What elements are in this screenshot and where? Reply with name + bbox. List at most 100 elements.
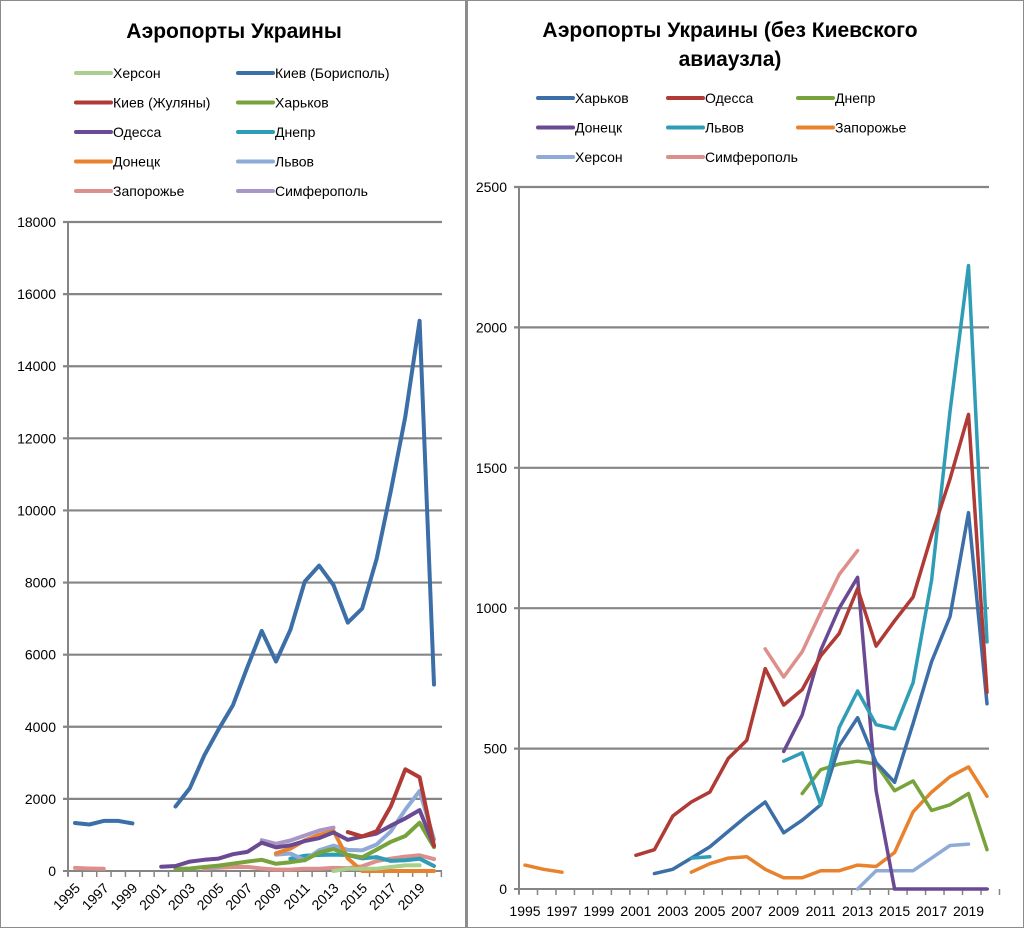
y-tick-label: 0 — [48, 863, 56, 879]
gridlines — [63, 220, 442, 876]
legend-item-киев-борисполь: Киев (Борисполь) — [236, 65, 390, 81]
legend-label: Запорожье — [835, 120, 907, 136]
series-киев-борисполь — [73, 318, 436, 827]
series-запорожье — [523, 765, 989, 880]
legend-label: Симферополь — [275, 183, 368, 199]
x-axis: 1995 1997 1999 2001 2003 2005 2007 2009 2011 2013… — [509, 889, 1001, 919]
series-line — [345, 767, 436, 848]
series-симферополь — [259, 825, 336, 846]
series-line — [173, 820, 436, 871]
legend-label: Херсон — [575, 149, 623, 165]
series-line — [259, 825, 336, 846]
x-tick-label: 2003 — [657, 903, 688, 919]
x-tick-label: 2017 — [366, 880, 399, 913]
chart-all-airports: Аэропорты Украины Херсон Киев (Борисполь)… — [17, 20, 443, 913]
series-line — [763, 548, 860, 679]
y-tick-label: 2000 — [25, 791, 56, 807]
series-line — [202, 853, 436, 872]
legend-item-одесса: Одесса — [74, 124, 162, 140]
x-tick-label: 2011 — [806, 903, 836, 919]
y-tick-label: 0 — [499, 881, 507, 897]
x-tick-label: 2007 — [222, 880, 255, 913]
y-tick-label: 10000 — [17, 502, 56, 518]
y-tick-label: 2000 — [476, 319, 507, 335]
legend-item-запорожье: Запорожье — [796, 120, 907, 136]
x-tick-label: 2003 — [165, 880, 198, 913]
x-tick-label: 2015 — [337, 880, 370, 913]
y-tick-label: 500 — [484, 741, 508, 757]
legend-label: Харьков — [575, 90, 629, 106]
x-tick-label: 2011 — [280, 880, 313, 913]
series-group — [523, 263, 989, 891]
legend-label: Днепр — [835, 90, 876, 106]
series-киев-жуляны — [345, 767, 436, 848]
y-tick-label: 16000 — [17, 286, 56, 302]
y-tick-label: 2500 — [476, 179, 507, 195]
x-tick-label: 2009 — [251, 880, 284, 913]
series-харьков — [652, 510, 989, 876]
series-line — [159, 808, 436, 869]
chart-title-line-2: авиаузла) — [679, 48, 782, 71]
x-tick-label: 2009 — [768, 903, 799, 919]
series-харьков — [173, 820, 436, 871]
series-львов — [689, 263, 989, 860]
x-tick-label: 2001 — [620, 903, 651, 919]
legend-label: Одесса — [113, 124, 162, 140]
x-tick-label: 2007 — [731, 903, 762, 919]
series-одесса — [634, 412, 989, 858]
legend-label: Киев (Борисполь) — [275, 65, 390, 81]
legend: Харьков Одесса Днепр Донецк Львов Запорожье Хе… — [536, 90, 907, 165]
legend-label: Донецк — [575, 120, 623, 136]
legend-item-днепр: Днепр — [796, 90, 876, 106]
series-line — [523, 863, 564, 874]
legend-label: Одесса — [705, 90, 754, 106]
legend-label: Херсон — [113, 65, 161, 81]
legend-item-запорожье: Запорожье — [74, 183, 185, 199]
legend-label: Симферополь — [705, 149, 798, 165]
y-tick-label: 8000 — [25, 575, 56, 591]
x-tick-label: 2001 — [136, 880, 169, 913]
legend-item-харьков: Харьков — [236, 95, 329, 111]
legend-item-харьков: Харьков — [536, 90, 629, 106]
legend-label: Львов — [705, 120, 744, 136]
x-tick-label: 2017 — [916, 903, 947, 919]
series-line — [689, 854, 712, 860]
chart-regional-airports: Аэропорты Украины (без Киевского авиаузл… — [476, 19, 1001, 919]
chart-panel-regional-airports: Аэропорты Украины (без Киевского авиаузл… — [466, 0, 1024, 928]
legend-label: Запорожье — [113, 183, 185, 199]
y-tick-label: 1000 — [476, 600, 507, 616]
y-tick-label: 1500 — [476, 460, 507, 476]
x-tick-label: 2013 — [308, 880, 341, 913]
x-tick-label: 2019 — [394, 880, 427, 913]
legend-label: Львов — [275, 154, 314, 170]
y-axis: 0 2000 4000 6000 8000 10000 12000 14000 16000 180… — [17, 214, 56, 879]
series-line — [652, 510, 989, 876]
legend-item-херсон: Херсон — [74, 65, 161, 81]
series-line — [274, 789, 436, 863]
x-tick-label: 2019 — [953, 903, 984, 919]
legend-item-херсон: Херсон — [536, 149, 623, 165]
chart-title-line-1: Аэропорты Украины (без Киевского — [542, 19, 917, 42]
y-tick-label: 14000 — [17, 358, 56, 374]
series-одесса — [159, 808, 436, 869]
x-tick-label: 1997 — [78, 880, 111, 913]
legend-item-одесса: Одесса — [666, 90, 754, 106]
series-запорожье — [73, 853, 436, 872]
series-group — [73, 318, 436, 873]
y-axis: 0 500 1000 1500 2000 2500 — [476, 179, 507, 897]
legend-item-львов: Львов — [666, 120, 744, 136]
series-line — [689, 765, 989, 880]
series-line — [634, 412, 989, 858]
x-tick-label: 1999 — [583, 903, 614, 919]
legend-label: Донецк — [113, 154, 161, 170]
series-симферополь — [763, 548, 860, 679]
series-херсон — [331, 863, 422, 873]
x-tick-label: 1999 — [107, 880, 140, 913]
legend-item-днепр: Днепр — [236, 124, 316, 140]
x-tick-label: 1995 — [509, 903, 540, 919]
legend-item-львов: Львов — [236, 154, 314, 170]
legend-label: Днепр — [275, 124, 316, 140]
x-tick-label: 2013 — [842, 903, 873, 919]
y-tick-label: 6000 — [25, 647, 56, 663]
legend-item-донецк: Донецк — [74, 154, 161, 170]
